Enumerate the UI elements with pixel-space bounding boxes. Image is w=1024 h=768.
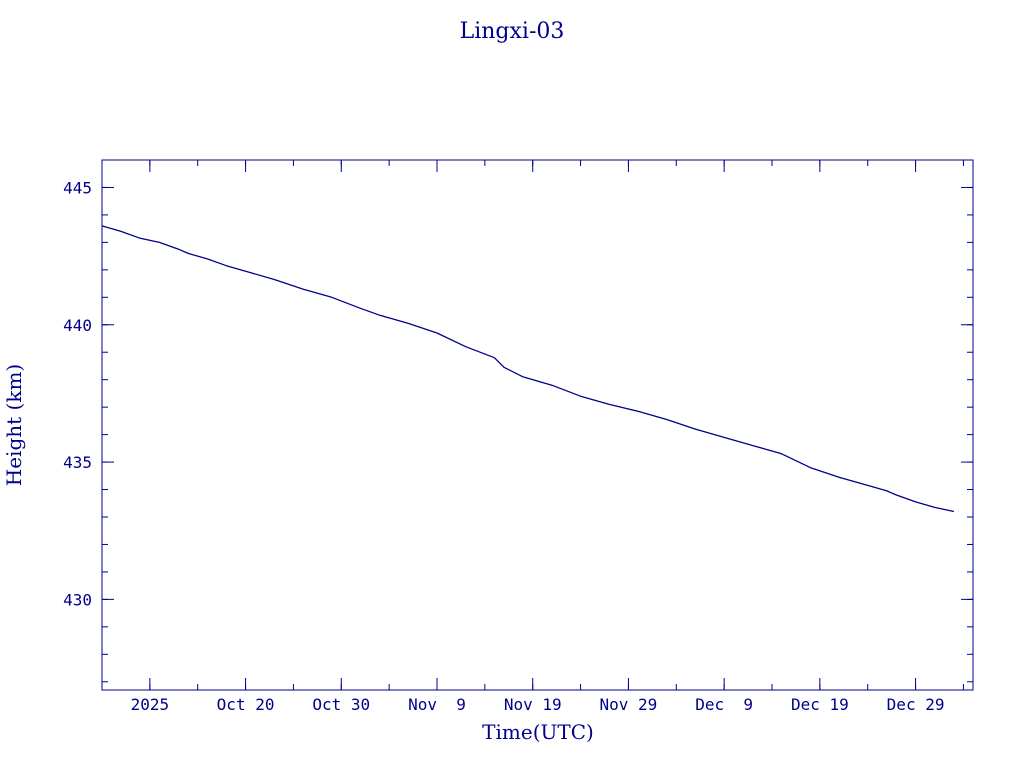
x-axis-label: Time(UTC)	[482, 720, 594, 744]
x-tick-label: Nov 29	[600, 695, 658, 714]
series-layer	[101, 225, 955, 513]
x-tick-label: 2025	[131, 695, 170, 714]
ticks-layer	[102, 159, 973, 690]
y-axis-label: Height (km)	[2, 364, 26, 486]
tick-labels-layer: 2025 Oct 20 Oct 30 Nov 9 Nov 19 Nov 29 Dec 9 De…	[63, 178, 944, 714]
axes-layer	[101, 159, 974, 691]
plot-frame	[101, 159, 974, 691]
y-tick-label: 435	[63, 453, 92, 472]
x-tick-label: Dec 19	[791, 695, 849, 714]
y-tick-label: 445	[63, 178, 92, 197]
y-tick-label: 440	[63, 316, 92, 335]
x-tick-label: Oct 30	[312, 695, 370, 714]
x-tick-label: Nov 9	[408, 695, 466, 714]
altitude-series-line	[101, 225, 955, 513]
y-tick-label: 430	[63, 590, 92, 609]
chart-title: Lingxi-03	[460, 19, 565, 44]
x-tick-label: Dec 9	[695, 695, 753, 714]
x-tick-label: Dec 29	[887, 695, 945, 714]
x-tick-label: Nov 19	[504, 695, 562, 714]
x-tick-label: Oct 20	[217, 695, 275, 714]
